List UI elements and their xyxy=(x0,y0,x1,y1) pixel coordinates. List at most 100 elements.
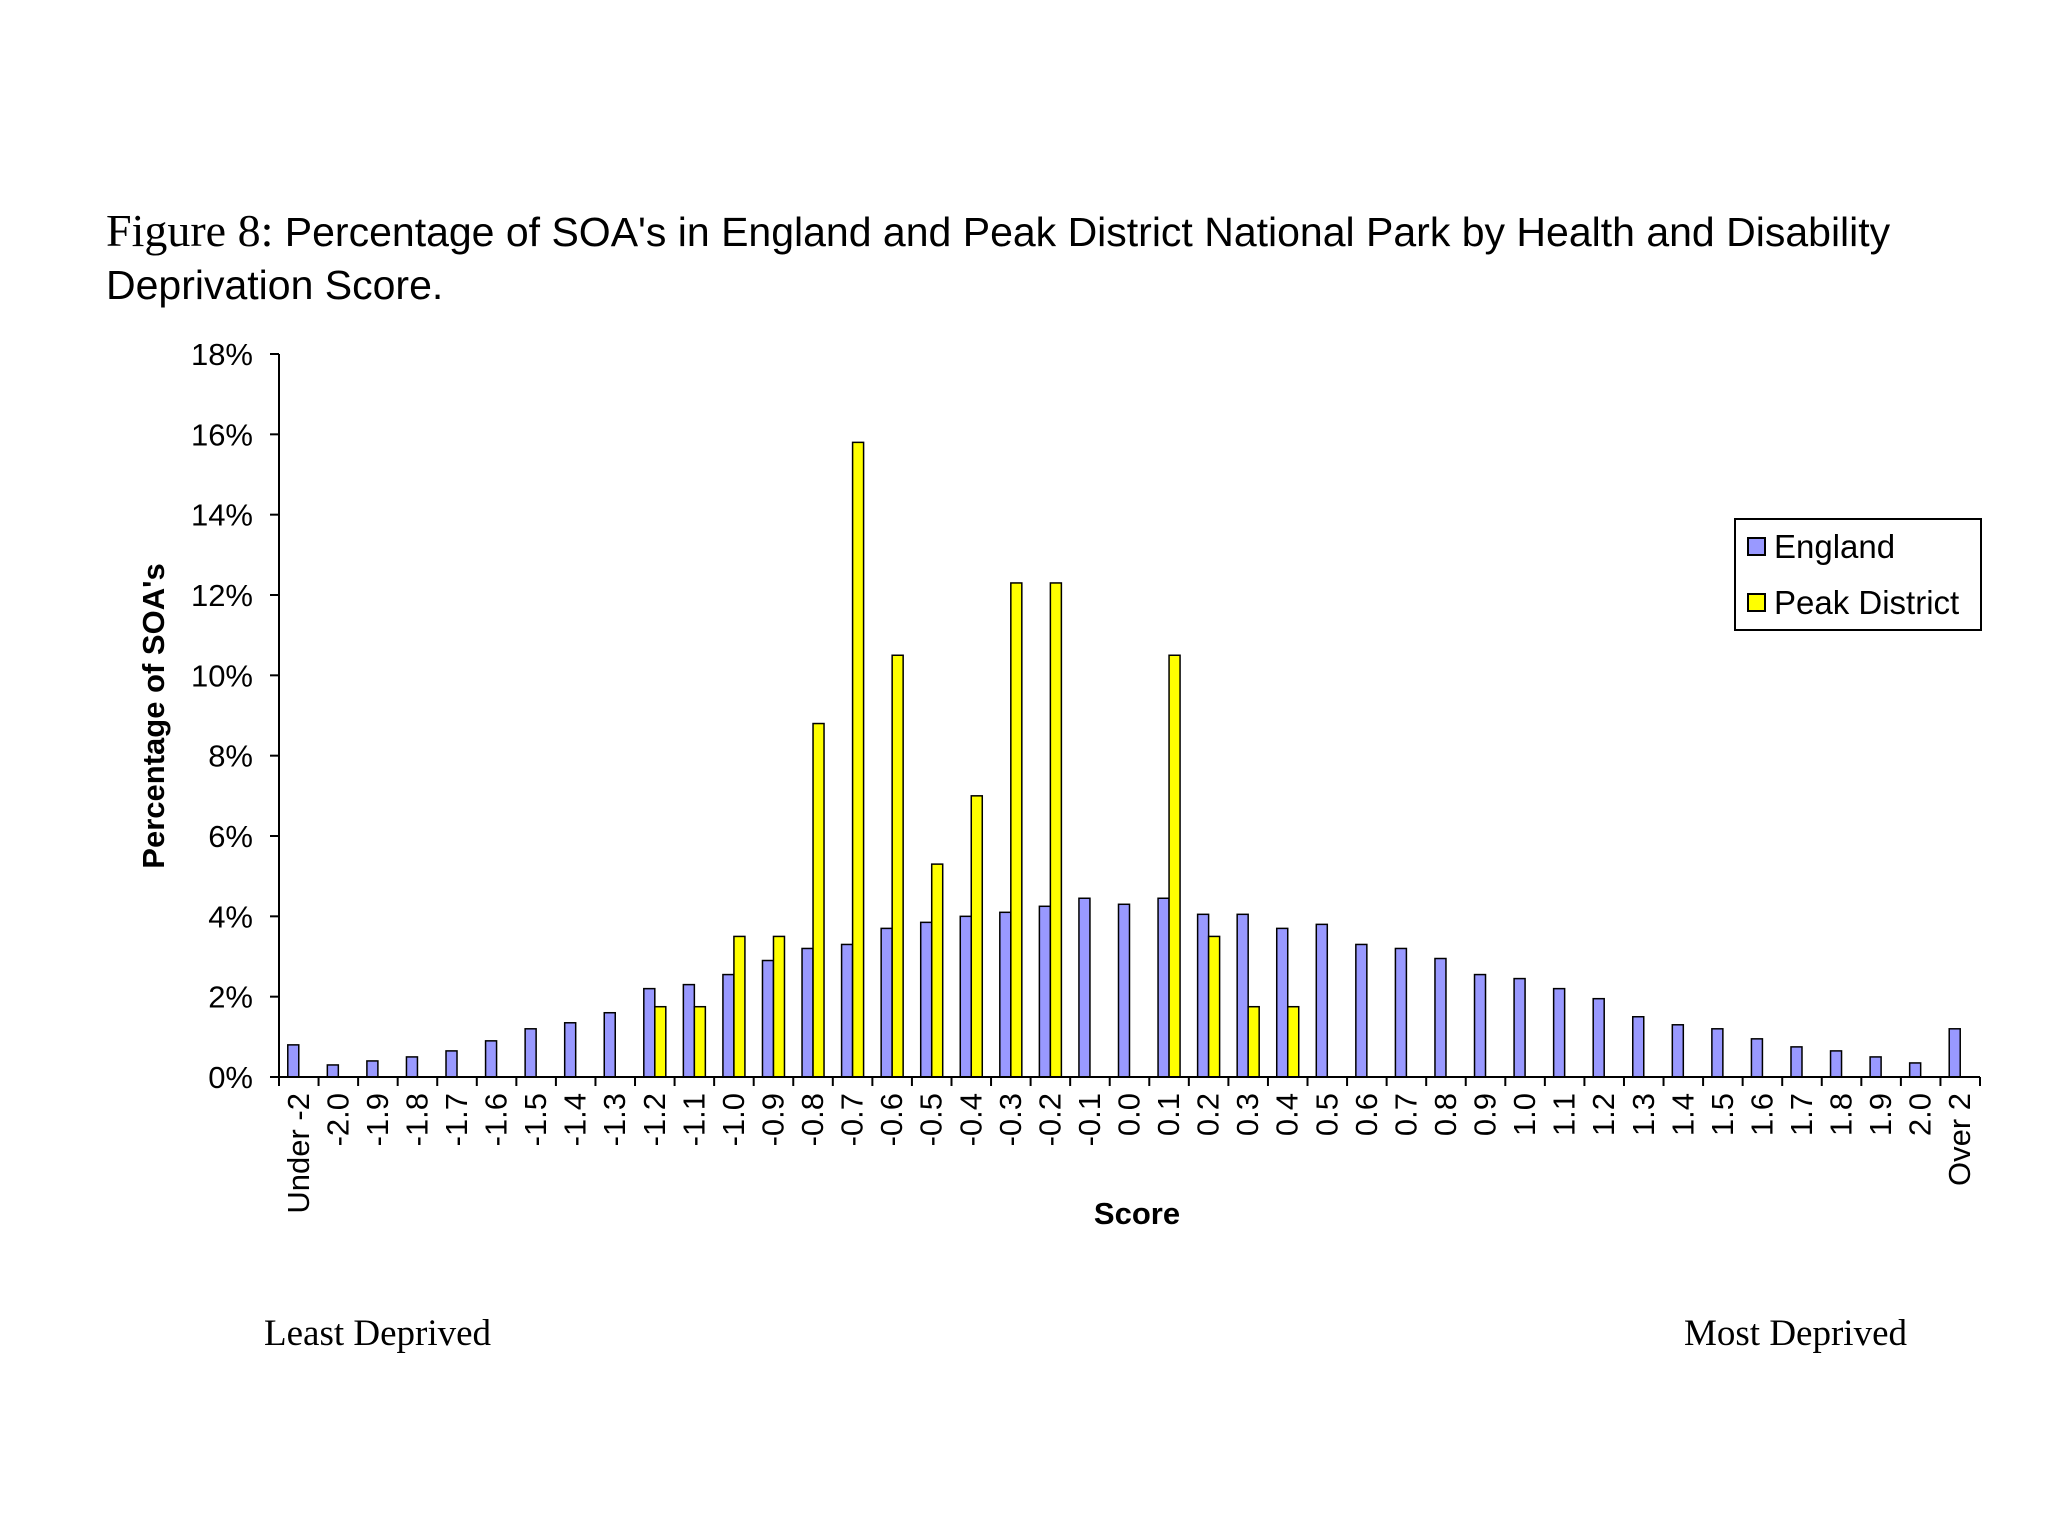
peak-district-bar xyxy=(851,441,865,1078)
x-tick-label: -1.1 xyxy=(676,1093,711,1146)
england-bar xyxy=(682,983,696,1078)
x-tick-label: 1.5 xyxy=(1705,1093,1740,1136)
x-tick-label: -1.7 xyxy=(439,1093,474,1146)
england-bar xyxy=(880,927,893,1078)
legend-label-peak-district: Peak District xyxy=(1774,584,1959,621)
england-bar xyxy=(801,947,814,1078)
legend-label-england: England xyxy=(1774,528,1895,565)
y-tick-label: 12% xyxy=(191,578,253,613)
x-tick-label: 0.9 xyxy=(1468,1093,1503,1136)
x-tick-label: 2.0 xyxy=(1903,1093,1938,1136)
x-tick-label: -0.6 xyxy=(874,1093,909,1146)
x-tick-label: -1.4 xyxy=(558,1093,593,1146)
x-tick-label: 1.0 xyxy=(1507,1093,1542,1136)
peak-district-bar xyxy=(1286,1005,1300,1078)
x-tick-label: -2.0 xyxy=(320,1093,355,1146)
england-bar xyxy=(1592,997,1605,1078)
x-tick-label: -0.3 xyxy=(993,1093,1028,1146)
peak-district-bar xyxy=(1049,582,1063,1078)
peak-district-bar xyxy=(812,722,825,1078)
england-bar xyxy=(1869,1056,1882,1078)
england-bar xyxy=(1117,903,1131,1078)
x-tick-label: 0.7 xyxy=(1388,1093,1423,1136)
x-tick-label: -0.4 xyxy=(953,1093,988,1146)
x-tick-label: 1.3 xyxy=(1626,1093,1661,1136)
england-bar xyxy=(366,1060,379,1078)
england-bar xyxy=(1434,957,1447,1078)
england-bar xyxy=(524,1028,537,1078)
y-tick-label: 14% xyxy=(191,498,253,533)
peak-district-bar xyxy=(891,654,904,1078)
x-tick-label: -0.7 xyxy=(835,1093,870,1146)
y-tick-label: 10% xyxy=(191,658,253,693)
x-tick-label: -0.9 xyxy=(755,1093,790,1146)
england-bar xyxy=(643,987,656,1078)
x-tick-label: -0.1 xyxy=(1072,1093,1107,1146)
england-bar xyxy=(1078,897,1091,1078)
legend: England Peak District xyxy=(1734,518,1982,631)
figure-title: Figure 8: Percentage of SOA's in England… xyxy=(106,204,2006,312)
x-tick-label: 0.4 xyxy=(1270,1093,1305,1136)
peak-district-bar xyxy=(930,863,944,1078)
england-bar xyxy=(1394,947,1408,1078)
england-bar xyxy=(445,1050,458,1078)
x-tick-label: 1.6 xyxy=(1744,1093,1779,1136)
y-tick-label: 0% xyxy=(208,1060,253,1095)
x-axis-title: Score xyxy=(1094,1196,1180,1231)
england-bar xyxy=(1632,1016,1645,1078)
peak-district-bar xyxy=(1207,935,1221,1078)
x-tick-label: Over 2 xyxy=(1942,1093,1977,1186)
england-bar xyxy=(326,1064,340,1078)
england-bar xyxy=(1157,897,1170,1078)
x-tick-label: 1.8 xyxy=(1824,1093,1859,1136)
x-tick-label: -0.8 xyxy=(795,1093,830,1146)
england-bar xyxy=(919,921,933,1078)
axes xyxy=(278,354,1980,1078)
england-bar xyxy=(1552,987,1566,1078)
england-bar xyxy=(1829,1050,1843,1078)
england-bar xyxy=(1355,943,1368,1078)
peak-district-bar xyxy=(1247,1005,1260,1078)
england-bar xyxy=(1236,913,1249,1078)
x-tick-label: 0.3 xyxy=(1230,1093,1265,1136)
england-bar xyxy=(1750,1038,1764,1078)
y-tick-label: 2% xyxy=(208,980,253,1015)
england-bar xyxy=(722,973,735,1078)
x-tick-label: 1.1 xyxy=(1547,1093,1582,1136)
x-tick-label: 1.9 xyxy=(1863,1093,1898,1136)
england-bar xyxy=(959,915,973,1078)
legend-swatch-peak-district xyxy=(1747,593,1766,612)
x-tick-label: -1.5 xyxy=(518,1093,553,1146)
peak-district-bar xyxy=(970,795,984,1078)
england-bar xyxy=(761,959,775,1078)
x-tick-label: 0.6 xyxy=(1349,1093,1384,1136)
y-tick-label: 4% xyxy=(208,899,253,934)
england-bar xyxy=(999,911,1012,1078)
x-tick-label: -1.0 xyxy=(716,1093,751,1146)
y-tick-label: 8% xyxy=(208,739,253,774)
x-tick-label: 1.2 xyxy=(1586,1093,1621,1136)
england-bar xyxy=(1948,1028,1961,1078)
peak-district-bar xyxy=(772,935,786,1078)
peak-district-bar xyxy=(1010,582,1023,1078)
legend-box xyxy=(1734,518,1982,631)
england-bar xyxy=(484,1040,498,1078)
england-bar xyxy=(1315,923,1329,1078)
bars xyxy=(287,441,1961,1078)
england-bar xyxy=(1790,1046,1803,1078)
y-axis-title: Percentage of SOA's xyxy=(136,563,171,868)
least-deprived-label: Least Deprived xyxy=(264,1313,492,1354)
x-tick-label: -1.2 xyxy=(637,1093,672,1146)
england-bar xyxy=(405,1056,419,1078)
x-tick-label: 1.4 xyxy=(1665,1093,1700,1136)
peak-district-bar xyxy=(693,1005,707,1078)
england-bar xyxy=(1908,1062,1922,1078)
england-bar xyxy=(1196,913,1210,1078)
england-bar xyxy=(1275,927,1289,1078)
england-bar xyxy=(1711,1028,1724,1078)
y-tick-label: 18% xyxy=(191,337,253,372)
england-bar xyxy=(1513,977,1526,1078)
x-tick-label: 1.7 xyxy=(1784,1093,1819,1136)
most-deprived-label: Most Deprived xyxy=(1684,1313,1907,1354)
